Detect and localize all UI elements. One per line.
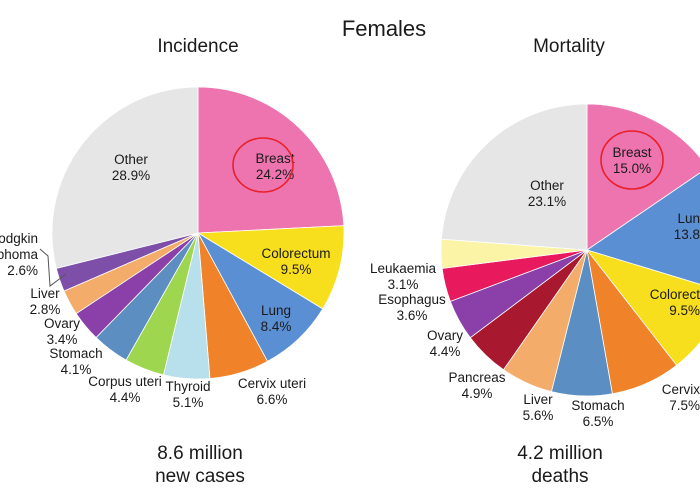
- incidence-total-value: 8.6 million: [157, 443, 243, 464]
- slice-label: Colorect 9.5%: [650, 287, 700, 318]
- mortality-total-value: 4.2 million: [517, 443, 603, 464]
- slice-label: Leukaemia 3.1%: [370, 261, 437, 292]
- slice-label: Breast 24.2%: [255, 151, 294, 182]
- slice-label: Cervix uteri 6.6%: [238, 376, 306, 407]
- slice-label: Colorectum 9.5%: [261, 246, 330, 277]
- pie-slice-other: [440, 103, 588, 251]
- incidence-total-unit: new cases: [155, 466, 245, 487]
- mortality-title: Mortality: [533, 36, 605, 57]
- slice-label: Thyroid 5.1%: [165, 379, 210, 410]
- incidence-title: Incidence: [157, 36, 238, 57]
- slice-label: Lun 13.8: [674, 211, 700, 242]
- highlight-circle: [232, 137, 294, 193]
- slice-label: Stomach 6.5%: [571, 398, 624, 429]
- highlight-circle: [600, 130, 664, 190]
- pie-slice-breast: [197, 86, 345, 234]
- slice-label: Breast 15.0%: [612, 145, 651, 176]
- slice-label: Other 23.1%: [528, 178, 566, 209]
- pie-slice-lun: [586, 172, 700, 285]
- pie-slice-breast: [586, 103, 700, 251]
- figure-title: Females: [342, 16, 426, 41]
- slice-label: Cervix 7.5%: [662, 382, 700, 413]
- slice-label: Liver 2.8%: [30, 286, 61, 317]
- slice-label: Stomach 4.1%: [49, 346, 102, 377]
- incidence-pie: Breast 24.2% Colorectum 9.5% Lung 8.4% Cervix …: [0, 86, 345, 410]
- pie-slice-colorectum: [196, 225, 345, 310]
- slice-label: Liver 5.6%: [523, 392, 554, 423]
- pie-slice-colorect: [585, 249, 700, 366]
- slice-label: Other 28.9%: [112, 152, 150, 183]
- slice-label: Esophagus 3.6%: [378, 292, 446, 323]
- mortality-total-unit: deaths: [531, 466, 588, 487]
- label-leader-line: [39, 248, 67, 287]
- mortality-pie: Breast 15.0% Lun 13.8 Colorect 9.5% Cervix 7.5%…: [370, 103, 700, 429]
- slice-label: Lung 8.4%: [261, 303, 292, 334]
- slice-label: Ovary 4.4%: [427, 328, 463, 359]
- pie-slice-other: [51, 86, 199, 269]
- slice-label: Corpus uteri 4.4%: [88, 374, 162, 405]
- slice-label: Hodgkinmphoma2.6%: [0, 231, 38, 278]
- slice-label: Ovary 3.4%: [44, 316, 80, 347]
- slice-label: Pancreas 4.9%: [448, 370, 505, 401]
